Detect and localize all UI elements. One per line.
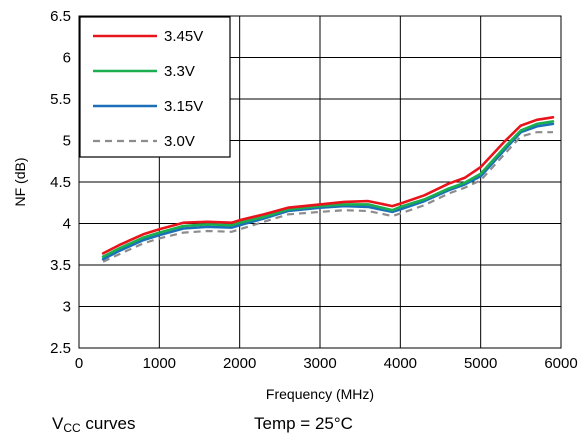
y-tick-label: 3	[63, 299, 71, 316]
series-line-3.0V	[102, 131, 553, 263]
grid	[78, 15, 562, 349]
vcc-symbol: V	[52, 414, 64, 433]
series-line-3.15V	[101, 122, 555, 261]
series-line-3.3V	[101, 120, 555, 258]
x-tick-label: 4000	[384, 355, 417, 372]
y-tick-label: 5.5	[50, 91, 71, 108]
y-tick-label: 2.5	[50, 340, 71, 357]
y-tick-label: 5	[63, 133, 71, 150]
legend-label: 3.0V	[164, 133, 195, 150]
temperature-note: Temp = 25°C	[254, 414, 353, 433]
legend-label: 3.45V	[164, 28, 203, 45]
x-tick-label: 3000	[303, 355, 336, 372]
y-tick-labels: 2.5 3 3.5 4 4.5 5 5.5 6 6.5	[50, 8, 71, 357]
series-line-3.45V	[101, 116, 555, 255]
x-tick-label: 1000	[143, 355, 176, 372]
y-axis-title: NF (dB)	[12, 158, 28, 207]
y-tick-label: 6	[63, 50, 71, 67]
vcc-curves-text: curves	[80, 414, 136, 433]
x-axis-title: Frequency (MHz)	[266, 386, 374, 402]
y-tick-label: 4	[63, 216, 71, 233]
x-tick-label: 2000	[223, 355, 256, 372]
y-tick-label: 3.5	[50, 257, 71, 274]
plot-frame	[78, 15, 562, 349]
series-layer	[101, 116, 555, 263]
x-tick-label: 6000	[544, 355, 577, 372]
legend-box	[79, 16, 231, 158]
y-tick-label: 4.5	[50, 174, 71, 191]
x-tick-label: 0	[75, 355, 83, 372]
legend-label: 3.3V	[164, 63, 195, 80]
x-tick-labels: 0 1000 2000 3000 4000 5000 6000	[75, 355, 578, 372]
vcc-curves-note: VCC curves	[52, 414, 135, 438]
legend: 3.45V 3.3V 3.15V 3.0V	[79, 16, 231, 158]
vcc-subscript: CC	[63, 421, 81, 435]
legend-label: 3.15V	[164, 98, 203, 115]
y-tick-label: 6.5	[50, 8, 71, 25]
x-tick-label: 5000	[464, 355, 497, 372]
